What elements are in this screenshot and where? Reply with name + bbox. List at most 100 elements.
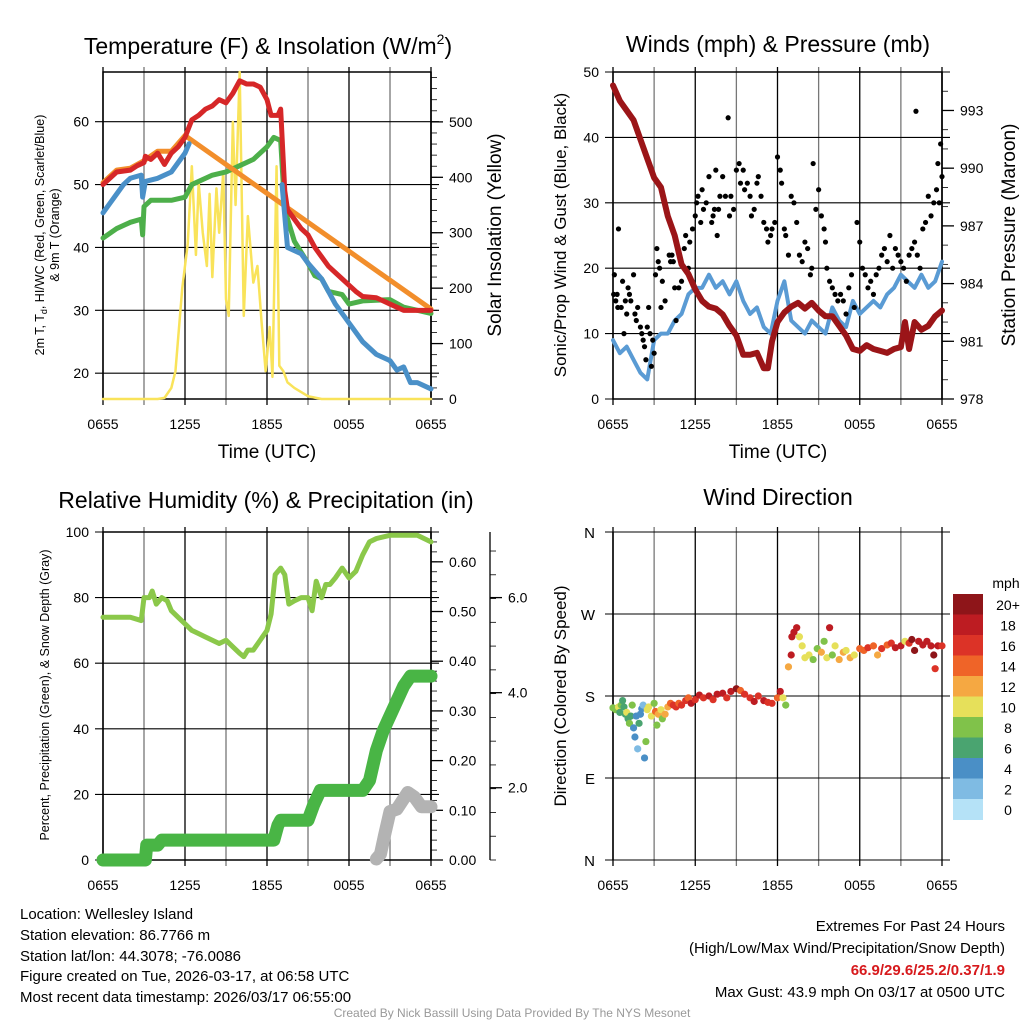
temperature-x-axis-label: Time (UTC) bbox=[218, 442, 317, 463]
x-tick-label: 0655 bbox=[87, 877, 118, 893]
gust-point bbox=[769, 226, 775, 232]
temperature-y-axis-label: 2m T, Td, HI/WC (Red, Green, Scarlet/Blu… bbox=[33, 115, 49, 356]
gust-point bbox=[881, 245, 888, 252]
gust-point bbox=[796, 252, 803, 258]
colorbar-label: 6 bbox=[1004, 741, 1012, 757]
gust-point bbox=[909, 245, 915, 252]
gust-point bbox=[659, 278, 665, 284]
gust-point bbox=[621, 331, 627, 337]
direction-point bbox=[878, 645, 886, 653]
gust-point bbox=[669, 252, 675, 258]
direction-point bbox=[650, 699, 658, 707]
gust-point bbox=[657, 265, 663, 271]
direction-point bbox=[628, 701, 636, 709]
gust-point bbox=[711, 206, 718, 212]
pressure-y-tick-label: 978 bbox=[960, 391, 984, 407]
direction-point bbox=[891, 644, 899, 652]
direction-point bbox=[831, 642, 839, 650]
x-tick-label: 0655 bbox=[415, 877, 446, 893]
gust-point bbox=[648, 363, 654, 369]
precipitation-line bbox=[96, 669, 438, 867]
direction-y-tick-label: N bbox=[584, 525, 595, 542]
x-tick-label: 1855 bbox=[762, 877, 793, 893]
direction-point bbox=[873, 651, 882, 659]
gust-point bbox=[637, 324, 644, 330]
direction-point bbox=[642, 737, 650, 746]
gust-point bbox=[737, 180, 744, 186]
direction-point bbox=[723, 694, 731, 702]
direction-point bbox=[798, 642, 806, 650]
precip-y-tick-label: 0.30 bbox=[449, 703, 476, 719]
gust-point bbox=[826, 278, 833, 284]
gust-point bbox=[726, 213, 733, 219]
gust-point bbox=[781, 226, 787, 232]
gust-point bbox=[851, 304, 857, 311]
gust-point bbox=[818, 213, 824, 219]
gust-point bbox=[640, 337, 646, 343]
gust-point bbox=[895, 252, 901, 258]
gust-point bbox=[740, 167, 746, 173]
gust-point bbox=[936, 200, 942, 206]
direction-point bbox=[787, 651, 795, 659]
colorbar-label: 14 bbox=[1000, 659, 1016, 675]
colorbar-swatch bbox=[953, 717, 983, 738]
gust-point bbox=[720, 174, 726, 180]
gust-point bbox=[859, 265, 866, 271]
precip-y-tick-label: 0.20 bbox=[449, 753, 476, 769]
temperature-y-tick-label: 40 bbox=[73, 239, 89, 255]
direction-point bbox=[754, 692, 762, 700]
direction-point bbox=[930, 651, 938, 659]
wind-y-tick-label: 10 bbox=[583, 326, 599, 342]
precip-y-tick-label: 0.10 bbox=[449, 802, 476, 818]
direction-point bbox=[616, 708, 624, 717]
gust-point bbox=[925, 193, 931, 199]
plot-frame bbox=[612, 71, 943, 400]
direction-point bbox=[908, 635, 916, 644]
pressure-line bbox=[610, 82, 945, 372]
gust-point bbox=[832, 291, 838, 297]
gust-point bbox=[622, 298, 628, 304]
gust-point bbox=[714, 232, 720, 239]
gust-point bbox=[744, 180, 750, 186]
precip-y-tick-label: 0.50 bbox=[449, 604, 476, 620]
temperature-y-tick-label: 20 bbox=[73, 365, 89, 381]
gust-point bbox=[813, 206, 819, 212]
x-tick-label: 0655 bbox=[597, 416, 628, 432]
colorbar-swatch bbox=[953, 737, 983, 759]
gust-point bbox=[785, 252, 792, 258]
gust-point bbox=[892, 245, 898, 252]
direction-point bbox=[629, 724, 638, 732]
location-text: Location: Wellesley Island bbox=[20, 906, 194, 923]
snow-depth-line bbox=[369, 785, 438, 866]
temperature-y-tick-label: 50 bbox=[73, 177, 89, 193]
direction-point bbox=[768, 699, 776, 707]
relative-humidity-line bbox=[100, 532, 434, 660]
colorbar-swatch bbox=[953, 778, 983, 800]
gust-point bbox=[628, 298, 634, 304]
gust-point bbox=[625, 285, 631, 291]
gust-point bbox=[898, 259, 904, 265]
series-line-solar-insolation bbox=[101, 70, 433, 401]
humidity-y-axis-label: Percent, Precipitation (Green), & Snow D… bbox=[38, 549, 52, 840]
direction-point bbox=[842, 646, 850, 655]
gust-point bbox=[821, 226, 827, 232]
direction-point bbox=[927, 642, 935, 650]
direction-point bbox=[823, 654, 831, 662]
direction-point bbox=[635, 719, 643, 727]
direction-point bbox=[773, 694, 782, 702]
colorbar-swatch bbox=[953, 676, 983, 697]
gust-point bbox=[876, 265, 882, 271]
gust-point bbox=[644, 324, 650, 330]
gust-point bbox=[632, 311, 638, 317]
gust-point bbox=[615, 226, 622, 232]
colorbar-label: 8 bbox=[1004, 720, 1012, 736]
gust-point bbox=[641, 344, 648, 350]
extremes-info: Extremes For Past 24 Hours (High/Low/Max… bbox=[689, 916, 1005, 1004]
colorbar-label: 0 bbox=[1004, 802, 1012, 818]
gust-point bbox=[846, 285, 852, 291]
gust-point bbox=[751, 206, 757, 212]
colorbar-swatch bbox=[953, 635, 983, 656]
pressure-y-axis-label: Station Pressure (Maroon) bbox=[999, 124, 1020, 347]
wind-y-tick-label: 40 bbox=[583, 129, 599, 145]
precip-y-tick-label: 0.00 bbox=[449, 852, 476, 868]
